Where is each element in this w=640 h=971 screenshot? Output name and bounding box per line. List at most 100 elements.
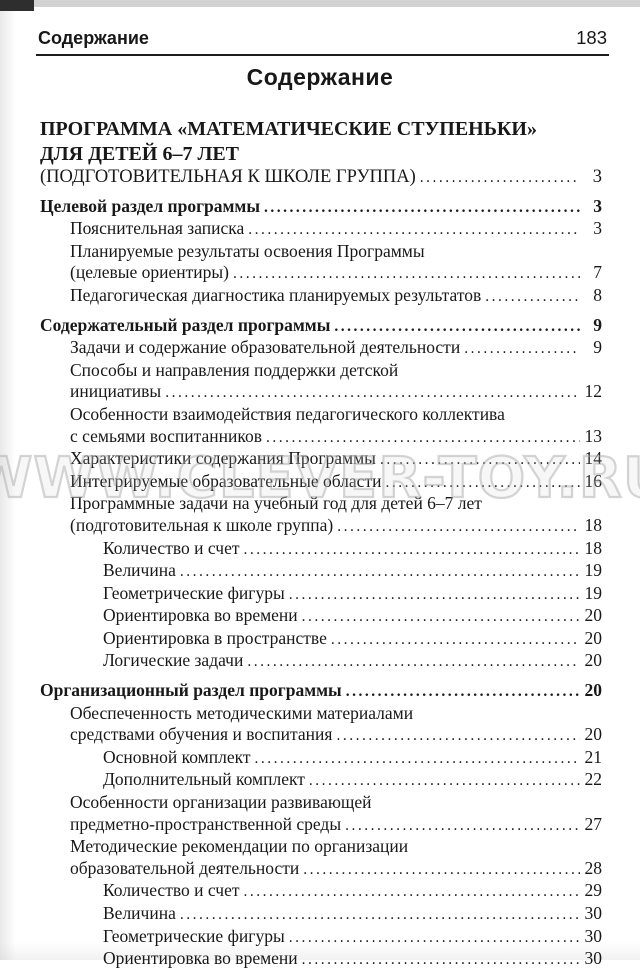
toc-entry-line: Геометрические фигуры...................… <box>40 926 602 949</box>
toc-entry-text: Программные задачи на учебный год для де… <box>70 493 482 514</box>
dot-leader: ........................................… <box>243 540 580 558</box>
dot-leader: ........................................… <box>334 317 580 335</box>
toc-entry-line: (подготовительная к школе группа).......… <box>40 515 602 538</box>
toc-entry-line: Обеспеченность методическими материалами <box>40 703 602 725</box>
toc-entry-page: 29 <box>584 880 603 901</box>
toc-entry-text: Интегрируемые образовательные области <box>70 470 382 491</box>
toc-list: ПРОГРАММА «МАТЕМАТИЧЕСКИЕ СТУПЕНЬКИ» ДЛЯ … <box>40 117 602 971</box>
toc-entry-line: Основной комплект.......................… <box>40 747 602 770</box>
toc-entry-text: Величина <box>103 560 176 581</box>
toc-entry-line: ДЛЯ ДЕТЕЙ 6–7 ЛЕТ <box>40 142 602 167</box>
toc-entry-page: 30 <box>584 948 603 969</box>
toc-entry-line: Особенности взаимодействия педагогическо… <box>40 404 602 426</box>
toc-entry-line: с семьями воспитанников.................… <box>40 426 602 449</box>
toc-entry-text: Организационный раздел программы <box>40 680 342 701</box>
toc-entry-line: Педагогическая диагностика планируемых р… <box>40 285 602 308</box>
toc-entry-text: Количество и счет <box>103 880 240 901</box>
dot-leader: ........................................… <box>266 428 580 446</box>
toc-entry-page: 7 <box>593 262 602 283</box>
toc-entry-line: Геометрические фигуры...................… <box>40 583 602 606</box>
toc-entry-line: Планируемые результаты освоения Программ… <box>40 241 602 263</box>
toc-entry-text: Способы и направления поддержки детской <box>70 359 399 380</box>
toc-entry-line: Методические рекомендации по организации <box>40 836 602 858</box>
dot-leader: ........................................… <box>308 772 580 790</box>
dot-leader: ........................................… <box>379 451 580 469</box>
dot-leader: ........................................… <box>264 198 580 216</box>
dot-leader: ........................................… <box>301 608 580 626</box>
toc-entry-page: 20 <box>584 650 603 671</box>
toc-entry-page: 22 <box>584 769 603 790</box>
dot-leader: ........................................… <box>165 384 580 402</box>
dot-leader: ........................................… <box>288 585 580 603</box>
toc-entry-line: Задачи и содержание образовательной деят… <box>40 337 602 360</box>
dot-leader: ........................................… <box>336 727 580 745</box>
running-page-number: 183 <box>576 27 607 48</box>
toc-entry-line: Ориентировка во времени.................… <box>40 948 602 971</box>
header-rule <box>36 54 609 56</box>
toc-entry-page: 16 <box>584 470 603 491</box>
toc-entry-line: Количество и счет.......................… <box>40 880 602 903</box>
toc-entry-text: Планируемые результаты освоения Программ… <box>70 240 425 261</box>
toc-entry-text: Геометрические фигуры <box>103 582 285 603</box>
toc-entry-text: Пояснительная записка <box>70 218 245 239</box>
dot-leader: ........................................… <box>345 683 580 701</box>
dot-leader: ........................................… <box>247 653 580 671</box>
toc-entry-text: Ориентировка во времени <box>103 605 298 626</box>
toc-entry-line: Величина................................… <box>40 560 602 583</box>
toc-entry-line: Содержательный раздел программы.........… <box>40 315 602 338</box>
toc-entry-page: 21 <box>584 746 603 767</box>
scan-bottom-shadow <box>0 942 640 960</box>
toc-entry-page: 8 <box>593 284 602 305</box>
toc-entry-text: Количество и счет <box>103 537 240 558</box>
toc-entry-line: Характеристики содержания Программы.....… <box>40 448 602 471</box>
dot-leader: ........................................… <box>288 928 580 946</box>
toc-entry-line: предметно-пространственной среды........… <box>40 814 602 837</box>
toc-entry-page: 20 <box>584 627 603 648</box>
toc-entry-line: Величина................................… <box>40 903 602 926</box>
toc-entry-page: 9 <box>593 314 602 335</box>
dot-leader: ........................................… <box>337 517 580 535</box>
dot-leader: ........................................… <box>464 340 580 358</box>
toc-entry-line: Целевой раздел программы................… <box>40 196 602 219</box>
toc-entry-page: 9 <box>593 337 602 358</box>
toc-entry-text: Педагогическая диагностика планируемых р… <box>70 284 482 305</box>
toc-entry-page: 3 <box>593 195 602 216</box>
dot-leader: ........................................… <box>179 563 580 581</box>
dot-leader: ........................................… <box>303 860 580 878</box>
toc-entry-line: (ПОДГОТОВИТЕЛЬНАЯ К ШКОЛЕ ГРУППА).......… <box>40 167 602 189</box>
toc-entry-line: Пояснительная записка...................… <box>40 218 602 241</box>
toc-entry-line: образовательной деятельности............… <box>40 858 602 881</box>
toc-entry-text: (целевые ориентиры) <box>70 262 229 283</box>
toc-entry-text: Содержательный раздел программы <box>40 314 331 335</box>
dot-leader: ........................................… <box>345 816 580 834</box>
toc-entry-page: 30 <box>584 925 603 946</box>
dot-leader: ........................................… <box>485 287 580 305</box>
running-header: Содержание 183 <box>38 27 607 49</box>
toc-entry-text: ПРОГРАММА «МАТЕМАТИЧЕСКИЕ СТУПЕНЬКИ» <box>40 118 537 140</box>
toc-entry-text: Задачи и содержание образовательной деят… <box>70 337 461 358</box>
dot-leader: ........................................… <box>385 473 580 491</box>
toc-entry-text: образовательной деятельности <box>70 857 300 878</box>
page-title: Содержание <box>246 64 394 90</box>
toc-entry-text: Ориентировка во времени <box>103 948 298 969</box>
toc-entry-text: (ПОДГОТОВИТЕЛЬНАЯ К ШКОЛЕ ГРУППА) <box>40 167 416 187</box>
toc-entry-line: Программные задачи на учебный год для де… <box>40 493 602 515</box>
toc-entry-line: ПРОГРАММА «МАТЕМАТИЧЕСКИЕ СТУПЕНЬКИ» <box>40 117 602 142</box>
dot-leader: ........................................… <box>179 906 580 923</box>
toc-entry-line: Ориентировка в пространстве.............… <box>40 628 602 651</box>
toc-entry-text: Особенности взаимодействия педагогическо… <box>70 403 505 424</box>
scan-corner-mark <box>0 0 34 11</box>
toc-entry-text: предметно-пространственной среды <box>70 813 342 834</box>
toc-entry-line: инициативы..............................… <box>40 381 602 404</box>
toc-entry-line: Ориентировка во времени.................… <box>40 605 602 628</box>
toc-entry-text: с семьями воспитанников <box>70 425 262 446</box>
toc-entry-page: 18 <box>584 537 603 558</box>
dot-leader: ........................................… <box>330 630 580 648</box>
toc-entry-page: 3 <box>592 167 602 187</box>
toc-entry-line: Количество и счет.......................… <box>40 538 602 561</box>
scan-left-shadow <box>0 0 16 960</box>
toc-entry-page: 3 <box>593 218 602 239</box>
toc-entry-text: Целевой раздел программы <box>40 195 261 216</box>
toc-entry-page: 19 <box>584 560 603 581</box>
toc-entry-line: Логические задачи.......................… <box>40 650 602 673</box>
